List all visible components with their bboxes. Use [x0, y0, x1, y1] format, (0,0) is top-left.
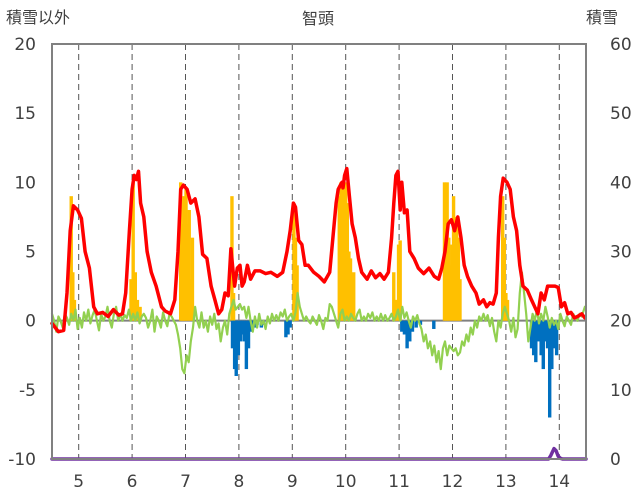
x-tick-label: 11 [388, 472, 410, 492]
y-axis-right: 60 50 40 30 20 10 0 [610, 35, 632, 470]
red-series-line [50, 166, 587, 334]
y-tick-label-right: 50 [610, 104, 632, 124]
blue-bar [236, 320, 241, 356]
blue-bar [286, 320, 290, 335]
blue-bar [432, 320, 436, 329]
blue-bar [402, 320, 407, 335]
blue-bar [529, 320, 534, 349]
chart-title: 智頭 [302, 9, 334, 28]
x-tick-label: 9 [287, 472, 298, 492]
x-axis: 5 6 7 8 9 10 11 12 13 14 [73, 472, 570, 492]
blue-bar [554, 320, 559, 356]
blue-bar [284, 320, 288, 338]
y-tick-label-left: 0 [25, 312, 36, 332]
x-tick-label: 5 [73, 472, 84, 492]
purple-series-line [50, 446, 588, 461]
blue-bar [537, 320, 541, 342]
blue-bar [531, 320, 536, 356]
blue-bar [230, 320, 235, 349]
blue-bar [541, 320, 545, 370]
blue-bar [414, 320, 418, 328]
blue-bar [543, 320, 548, 342]
orange-bar [135, 299, 140, 321]
orange-bar [392, 272, 396, 321]
orange-bar [458, 279, 462, 321]
orange-bar [138, 306, 142, 321]
orange-bar [352, 272, 356, 321]
grid [52, 44, 586, 459]
x-tick-label: 13 [495, 472, 517, 492]
left-axis-label: 積雪以外 [6, 8, 70, 27]
x-tick-label: 10 [335, 472, 357, 492]
orange-bar [133, 272, 138, 321]
blue-bar [545, 320, 550, 349]
orange-bar [398, 240, 402, 321]
blue-bar [246, 320, 251, 349]
orange-bar [71, 272, 75, 321]
blue-bar [539, 320, 543, 356]
blue-bar [552, 320, 556, 349]
y-tick-label-left: 5 [25, 243, 36, 263]
y-tick-label-right: 40 [610, 173, 632, 193]
x-tick-label: 12 [442, 472, 464, 492]
blue-bar [234, 320, 238, 376]
y-tick-label-left: -5 [19, 381, 36, 401]
x-tick-label: 14 [548, 472, 570, 492]
orange-bar [231, 293, 236, 321]
x-tick-label: 6 [127, 472, 138, 492]
plot-border [51, 43, 587, 460]
y-tick-label-right: 60 [610, 35, 632, 55]
x-tick-label: 7 [180, 472, 191, 492]
orange-bar [187, 210, 191, 321]
x-tick-label: 8 [233, 472, 244, 492]
y-tick-label-right: 20 [610, 312, 632, 332]
plot-frame [51, 43, 587, 460]
orange-bar [502, 237, 506, 321]
blue-bar [400, 320, 404, 332]
y-tick-label-right: 10 [610, 381, 632, 401]
orange-bar [129, 279, 133, 321]
orange-bar [131, 182, 135, 321]
y-tick-label-right: 30 [610, 243, 632, 263]
blue-bar [408, 320, 412, 342]
y-tick-label-right: 0 [610, 450, 621, 470]
y-axis-left: 20 15 10 5 0 -5 -10 [8, 35, 36, 470]
blue-bar [244, 320, 249, 370]
blue-bar [534, 320, 538, 363]
orange-bar [69, 196, 73, 321]
right-axis-label: 積雪 [586, 8, 618, 27]
blue-bar [547, 320, 552, 418]
blue-bar [240, 320, 244, 335]
y-tick-label-left: 20 [14, 35, 36, 55]
orange-bar [190, 237, 195, 321]
y-tick-label-left: -10 [8, 450, 36, 470]
green-series-line [50, 271, 586, 375]
blue-bar [288, 320, 292, 328]
blue-bar [410, 320, 415, 332]
blue-bar [405, 320, 409, 349]
blue-bar [550, 320, 554, 370]
blue-bar [418, 320, 423, 325]
y-tick-label-left: 10 [14, 173, 36, 193]
y-tick-label-left: 15 [14, 104, 36, 124]
orange-bar [505, 299, 510, 321]
blue-bar [242, 320, 246, 342]
